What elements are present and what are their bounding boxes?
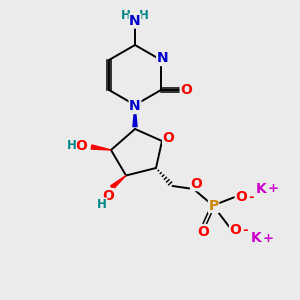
Text: O: O — [235, 190, 247, 204]
Text: O: O — [190, 177, 202, 190]
Text: H: H — [139, 9, 149, 22]
Text: +: + — [263, 232, 274, 245]
Text: O: O — [163, 131, 175, 145]
Text: O: O — [197, 225, 209, 238]
Polygon shape — [110, 176, 126, 189]
Text: +: + — [268, 182, 279, 195]
Text: H: H — [67, 139, 76, 152]
Text: O: O — [102, 189, 114, 202]
Text: -: - — [248, 190, 254, 204]
Text: O: O — [180, 83, 192, 97]
Polygon shape — [91, 145, 111, 150]
Text: N: N — [157, 52, 168, 65]
Text: N: N — [129, 14, 141, 28]
Text: H: H — [97, 198, 107, 211]
Text: O: O — [76, 139, 88, 152]
Text: N: N — [129, 100, 141, 113]
Polygon shape — [133, 106, 137, 127]
Text: H: H — [121, 9, 131, 22]
Text: O: O — [230, 223, 242, 237]
Text: K: K — [251, 232, 262, 245]
Text: P: P — [208, 199, 219, 212]
Text: -: - — [242, 224, 248, 237]
Text: K: K — [256, 182, 267, 196]
